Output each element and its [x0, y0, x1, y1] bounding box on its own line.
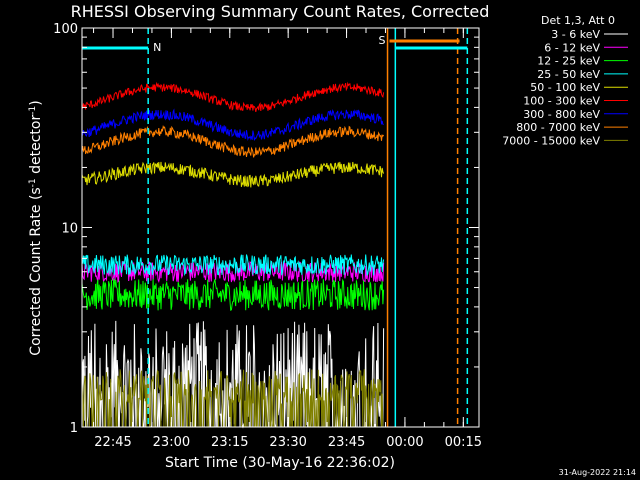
- series-line-50-100kev: [81, 161, 385, 188]
- x-axis: 22:45 23:00 23:15 23:30 23:45 00:00 00:15: [93, 28, 482, 450]
- legend-label: 300 - 800 keV: [523, 108, 600, 121]
- x-tick-label: 23:00: [153, 435, 190, 450]
- series-line-300-800kev: [81, 108, 384, 142]
- series-line-7000-15000kev: [81, 369, 384, 428]
- x-tick-label: 23:45: [328, 435, 365, 450]
- series-line-12-25kev: [81, 277, 385, 312]
- y-axis-label-mid: detector: [28, 115, 44, 179]
- y-axis-label-sup2: -1: [28, 106, 38, 115]
- night-marker-label: N: [153, 41, 161, 54]
- x-tick-label: 23:30: [269, 435, 306, 450]
- series-line-25-50kev: [81, 254, 385, 277]
- x-tick-label: 22:45: [94, 435, 131, 450]
- legend-label: 50 - 100 keV: [530, 81, 600, 94]
- y-axis-label-sup1: -1: [28, 178, 38, 187]
- x-tick-label: 00:15: [445, 435, 482, 450]
- y-tick-label: 1: [70, 421, 78, 436]
- y-axis-label: Corrected Count Rate (s-1 detector-1): [28, 100, 44, 355]
- saa-marker-label: S: [378, 34, 385, 47]
- legend-label: 3 - 6 keV: [551, 28, 600, 41]
- footer-date: 31-Aug-2022 21:14: [559, 468, 636, 477]
- y-tick-label: 10: [61, 222, 78, 237]
- series-line-100-300kev: [81, 81, 385, 113]
- legend-label: 12 - 25 keV: [537, 55, 600, 68]
- series-line-800-7000kev: [81, 124, 385, 158]
- legend-label: 25 - 50 keV: [537, 68, 600, 81]
- legend-label: 100 - 300 keV: [523, 95, 600, 108]
- legend-label: 6 - 12 keV: [544, 41, 600, 54]
- series-layer: [81, 81, 385, 429]
- y-tick-label: 100: [53, 22, 78, 37]
- x-axis-label: Start Time (30-May-16 22:36:02): [165, 455, 395, 471]
- y-axis-label-main: Corrected Count Rate (s: [28, 187, 44, 355]
- legend-title: Det 1,3, Att 0: [541, 14, 615, 27]
- legend-label: 7000 - 15000 keV: [502, 134, 600, 147]
- y-axis-label-end: ): [28, 100, 44, 105]
- chart-title: RHESSI Observing Summary Count Rates, Co…: [71, 2, 490, 21]
- legend-label: 800 - 7000 keV: [516, 121, 600, 134]
- x-tick-label: 00:00: [386, 435, 423, 450]
- y-axis: 1 10 100: [53, 22, 479, 436]
- series-line-6-12kev: [81, 261, 385, 284]
- marker-layer: NS: [82, 28, 469, 427]
- x-tick-label: 23:15: [211, 435, 248, 450]
